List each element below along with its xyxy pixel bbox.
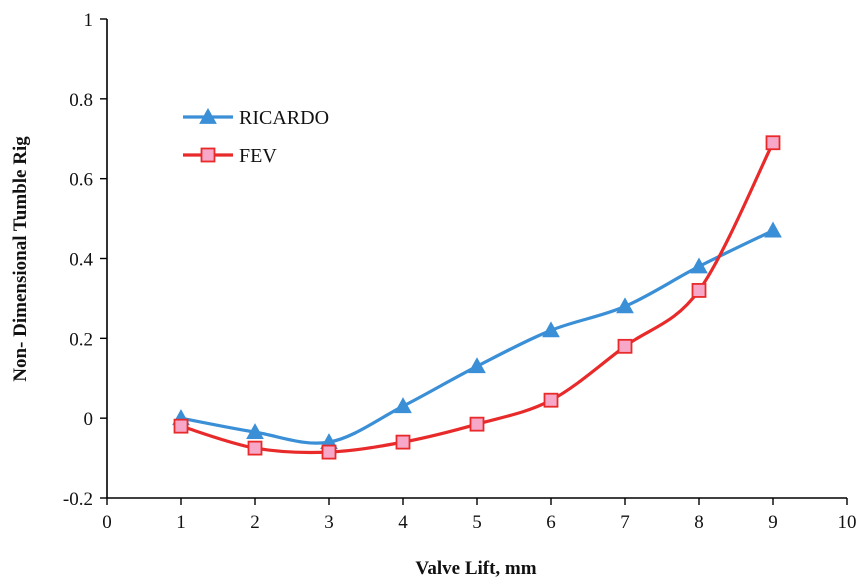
data-point bbox=[764, 221, 782, 238]
series-line bbox=[180, 229, 774, 445]
y-tick-label: 0.8 bbox=[69, 90, 93, 111]
legend-marker bbox=[199, 107, 217, 124]
y-tick-label: -0.2 bbox=[63, 489, 93, 510]
data-point bbox=[246, 423, 264, 440]
legend-label: RICARDO bbox=[239, 107, 329, 129]
data-point bbox=[395, 434, 411, 450]
tick-labels: 0 1 2 3 4 5 6 7 8 9 10 -0.2 0 0.2 0.4 0.6 0.8 1 bbox=[63, 10, 857, 533]
y-tick-label: 0.6 bbox=[69, 170, 93, 191]
x-tick-label: 0 bbox=[102, 512, 112, 533]
x-tick-label: 10 bbox=[838, 512, 857, 533]
x-tick-label: 4 bbox=[398, 512, 408, 533]
y-tick-label: 0.4 bbox=[69, 250, 93, 271]
x-tick-label: 9 bbox=[768, 512, 778, 533]
data-point bbox=[691, 283, 707, 298]
x-tick-label: 2 bbox=[250, 512, 260, 533]
y-tick-label: 1 bbox=[84, 10, 94, 31]
x-tick-label: 5 bbox=[472, 512, 482, 533]
series-fev bbox=[173, 135, 781, 460]
data-point bbox=[247, 440, 263, 456]
data-point bbox=[173, 418, 189, 434]
x-tick-label: 3 bbox=[324, 512, 334, 533]
x-axis-title: Valve Lift, mm bbox=[415, 558, 536, 579]
data-point bbox=[616, 297, 634, 314]
x-tick-label: 8 bbox=[694, 512, 704, 533]
y-tick-label: 0.2 bbox=[69, 329, 93, 350]
data-point bbox=[543, 392, 559, 408]
x-tick-label: 7 bbox=[620, 512, 630, 533]
y-tick-label: 0 bbox=[84, 409, 94, 430]
data-point bbox=[321, 444, 337, 460]
legend: RICARDO FEV bbox=[183, 107, 329, 167]
data-point bbox=[542, 321, 560, 338]
data-point bbox=[765, 135, 781, 151]
series-line bbox=[180, 142, 775, 455]
data-point bbox=[690, 257, 708, 274]
x-tick-label: 6 bbox=[546, 512, 556, 533]
data-point bbox=[468, 357, 486, 374]
series-layer bbox=[172, 135, 782, 460]
data-point bbox=[617, 338, 633, 354]
x-tick-label: 1 bbox=[176, 512, 186, 533]
legend-label: FEV bbox=[239, 145, 277, 167]
series-ricardo bbox=[172, 221, 782, 450]
data-point bbox=[394, 397, 412, 414]
axes bbox=[100, 18, 848, 505]
legend-marker bbox=[200, 147, 216, 163]
data-point bbox=[469, 416, 485, 432]
y-axis-title: Non- Dimensional Tumble Rig bbox=[10, 136, 31, 382]
